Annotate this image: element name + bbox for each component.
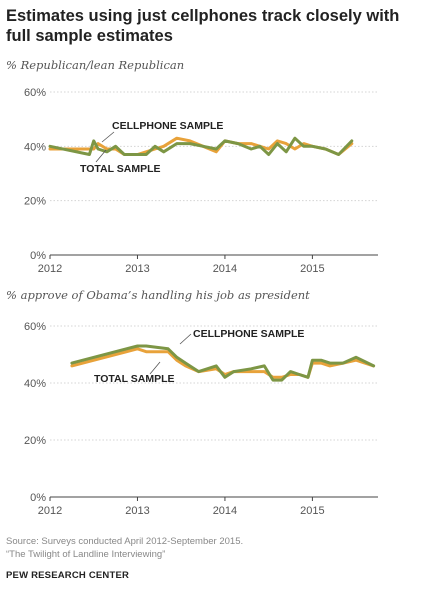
y-tick-label: 20% xyxy=(24,196,46,208)
y-tick-label: 60% xyxy=(24,321,46,333)
chart-1-subtitle: % Republican/lean Republican xyxy=(6,58,185,72)
chart-title: Estimates using just cellphones track cl… xyxy=(6,7,400,45)
y-tick-label: 40% xyxy=(24,141,46,153)
x-tick-label: 2013 xyxy=(125,263,149,275)
chart-1-republican: 0% 20% 40% 60% 2012 2013 2014 2015 CELLPHONE SAM… xyxy=(24,87,378,275)
x-tick-label: 2015 xyxy=(300,505,324,517)
annotation-leader-line xyxy=(179,333,192,345)
source-note: Source: Surveys conducted April 2012-Sep… xyxy=(6,536,244,547)
y-tick-label: 60% xyxy=(24,87,46,99)
cellphone-sample-label: CELLPHONE SAMPLE xyxy=(193,328,304,340)
annotation-leader-line xyxy=(95,149,107,163)
annotation-leader-line xyxy=(101,131,115,143)
x-tick-label: 2012 xyxy=(38,505,62,517)
x-tick-label: 2012 xyxy=(38,263,62,275)
y-tick-label: 0% xyxy=(30,492,46,504)
y-tick-label: 40% xyxy=(24,378,46,390)
x-tick-label: 2015 xyxy=(300,263,324,275)
chart-2-subtitle: % approve of Obama’s handling his job as… xyxy=(6,288,310,302)
y-tick-label: 0% xyxy=(30,250,46,262)
annotation-leader-line xyxy=(149,361,161,375)
total-sample-line xyxy=(70,344,376,382)
y-tick-label: 20% xyxy=(24,435,46,447)
x-tick-label: 2014 xyxy=(213,505,237,517)
report-title: “The Twilight of Landline Interviewing” xyxy=(6,549,166,560)
pew-research-center-logo: PEW RESEARCH CENTER xyxy=(6,570,130,581)
total-sample-line xyxy=(48,136,354,156)
cellphone-sample-line xyxy=(70,347,376,379)
total-sample-label: TOTAL SAMPLE xyxy=(94,373,175,385)
x-tick-label: 2014 xyxy=(213,263,237,275)
x-tick-label: 2013 xyxy=(125,505,149,517)
chart-2-obama-approval: 0% 20% 40% 60% 2012 2013 2014 2015 CELLPHONE SAM… xyxy=(24,321,378,517)
cellphone-sample-label: CELLPHONE SAMPLE xyxy=(112,120,223,132)
total-sample-label: TOTAL SAMPLE xyxy=(80,163,161,175)
